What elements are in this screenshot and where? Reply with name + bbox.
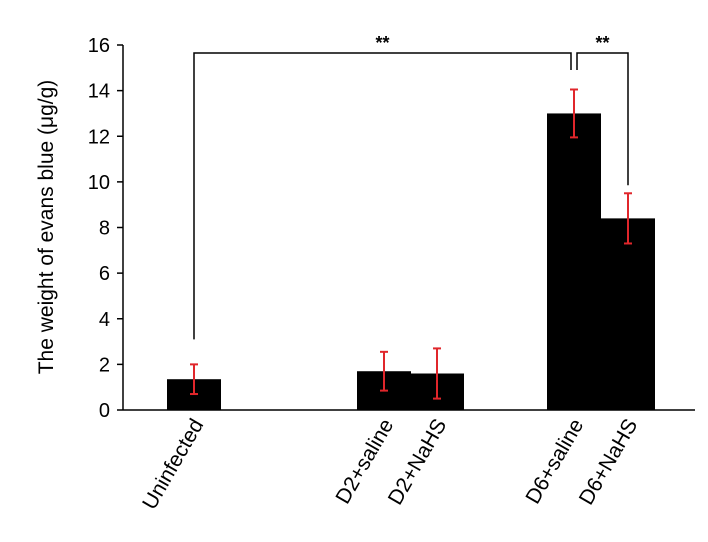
error-bar-d2-saline — [380, 350, 388, 392]
error-bar-d6-saline — [570, 88, 578, 139]
significance-bracket-1 — [193, 52, 572, 340]
y-axis-title: The weight of evans blue (μg/g) — [35, 80, 58, 375]
bar-d6-saline — [547, 113, 601, 410]
y-tick-label-16: 16 — [88, 35, 110, 57]
y-tick-label-4: 4 — [99, 309, 110, 331]
y-tick-label-8: 8 — [99, 218, 110, 240]
significance-layer: ** ** — [193, 33, 629, 340]
y-tick-label-12: 12 — [88, 126, 110, 148]
bars-layer — [167, 113, 655, 410]
significance-bracket-2 — [576, 52, 629, 186]
y-tick-label-14: 14 — [88, 81, 110, 103]
y-tick-label-0: 0 — [99, 400, 110, 422]
x-tick-label-uninfected: Uninfected — [138, 415, 208, 513]
y-tick-label-2: 2 — [99, 354, 110, 376]
error-bar-d2-nahs — [433, 347, 441, 400]
error-bar-uninfected — [190, 363, 198, 396]
error-bar-d6-nahs — [624, 192, 632, 245]
y-tick-label-6: 6 — [99, 263, 110, 285]
bar-d6-nahs — [601, 218, 655, 410]
significance-label-1: ** — [375, 33, 389, 53]
significance-label-2: ** — [595, 33, 609, 53]
error-bars-layer — [190, 88, 632, 400]
y-tick-label-10: 10 — [88, 172, 110, 194]
